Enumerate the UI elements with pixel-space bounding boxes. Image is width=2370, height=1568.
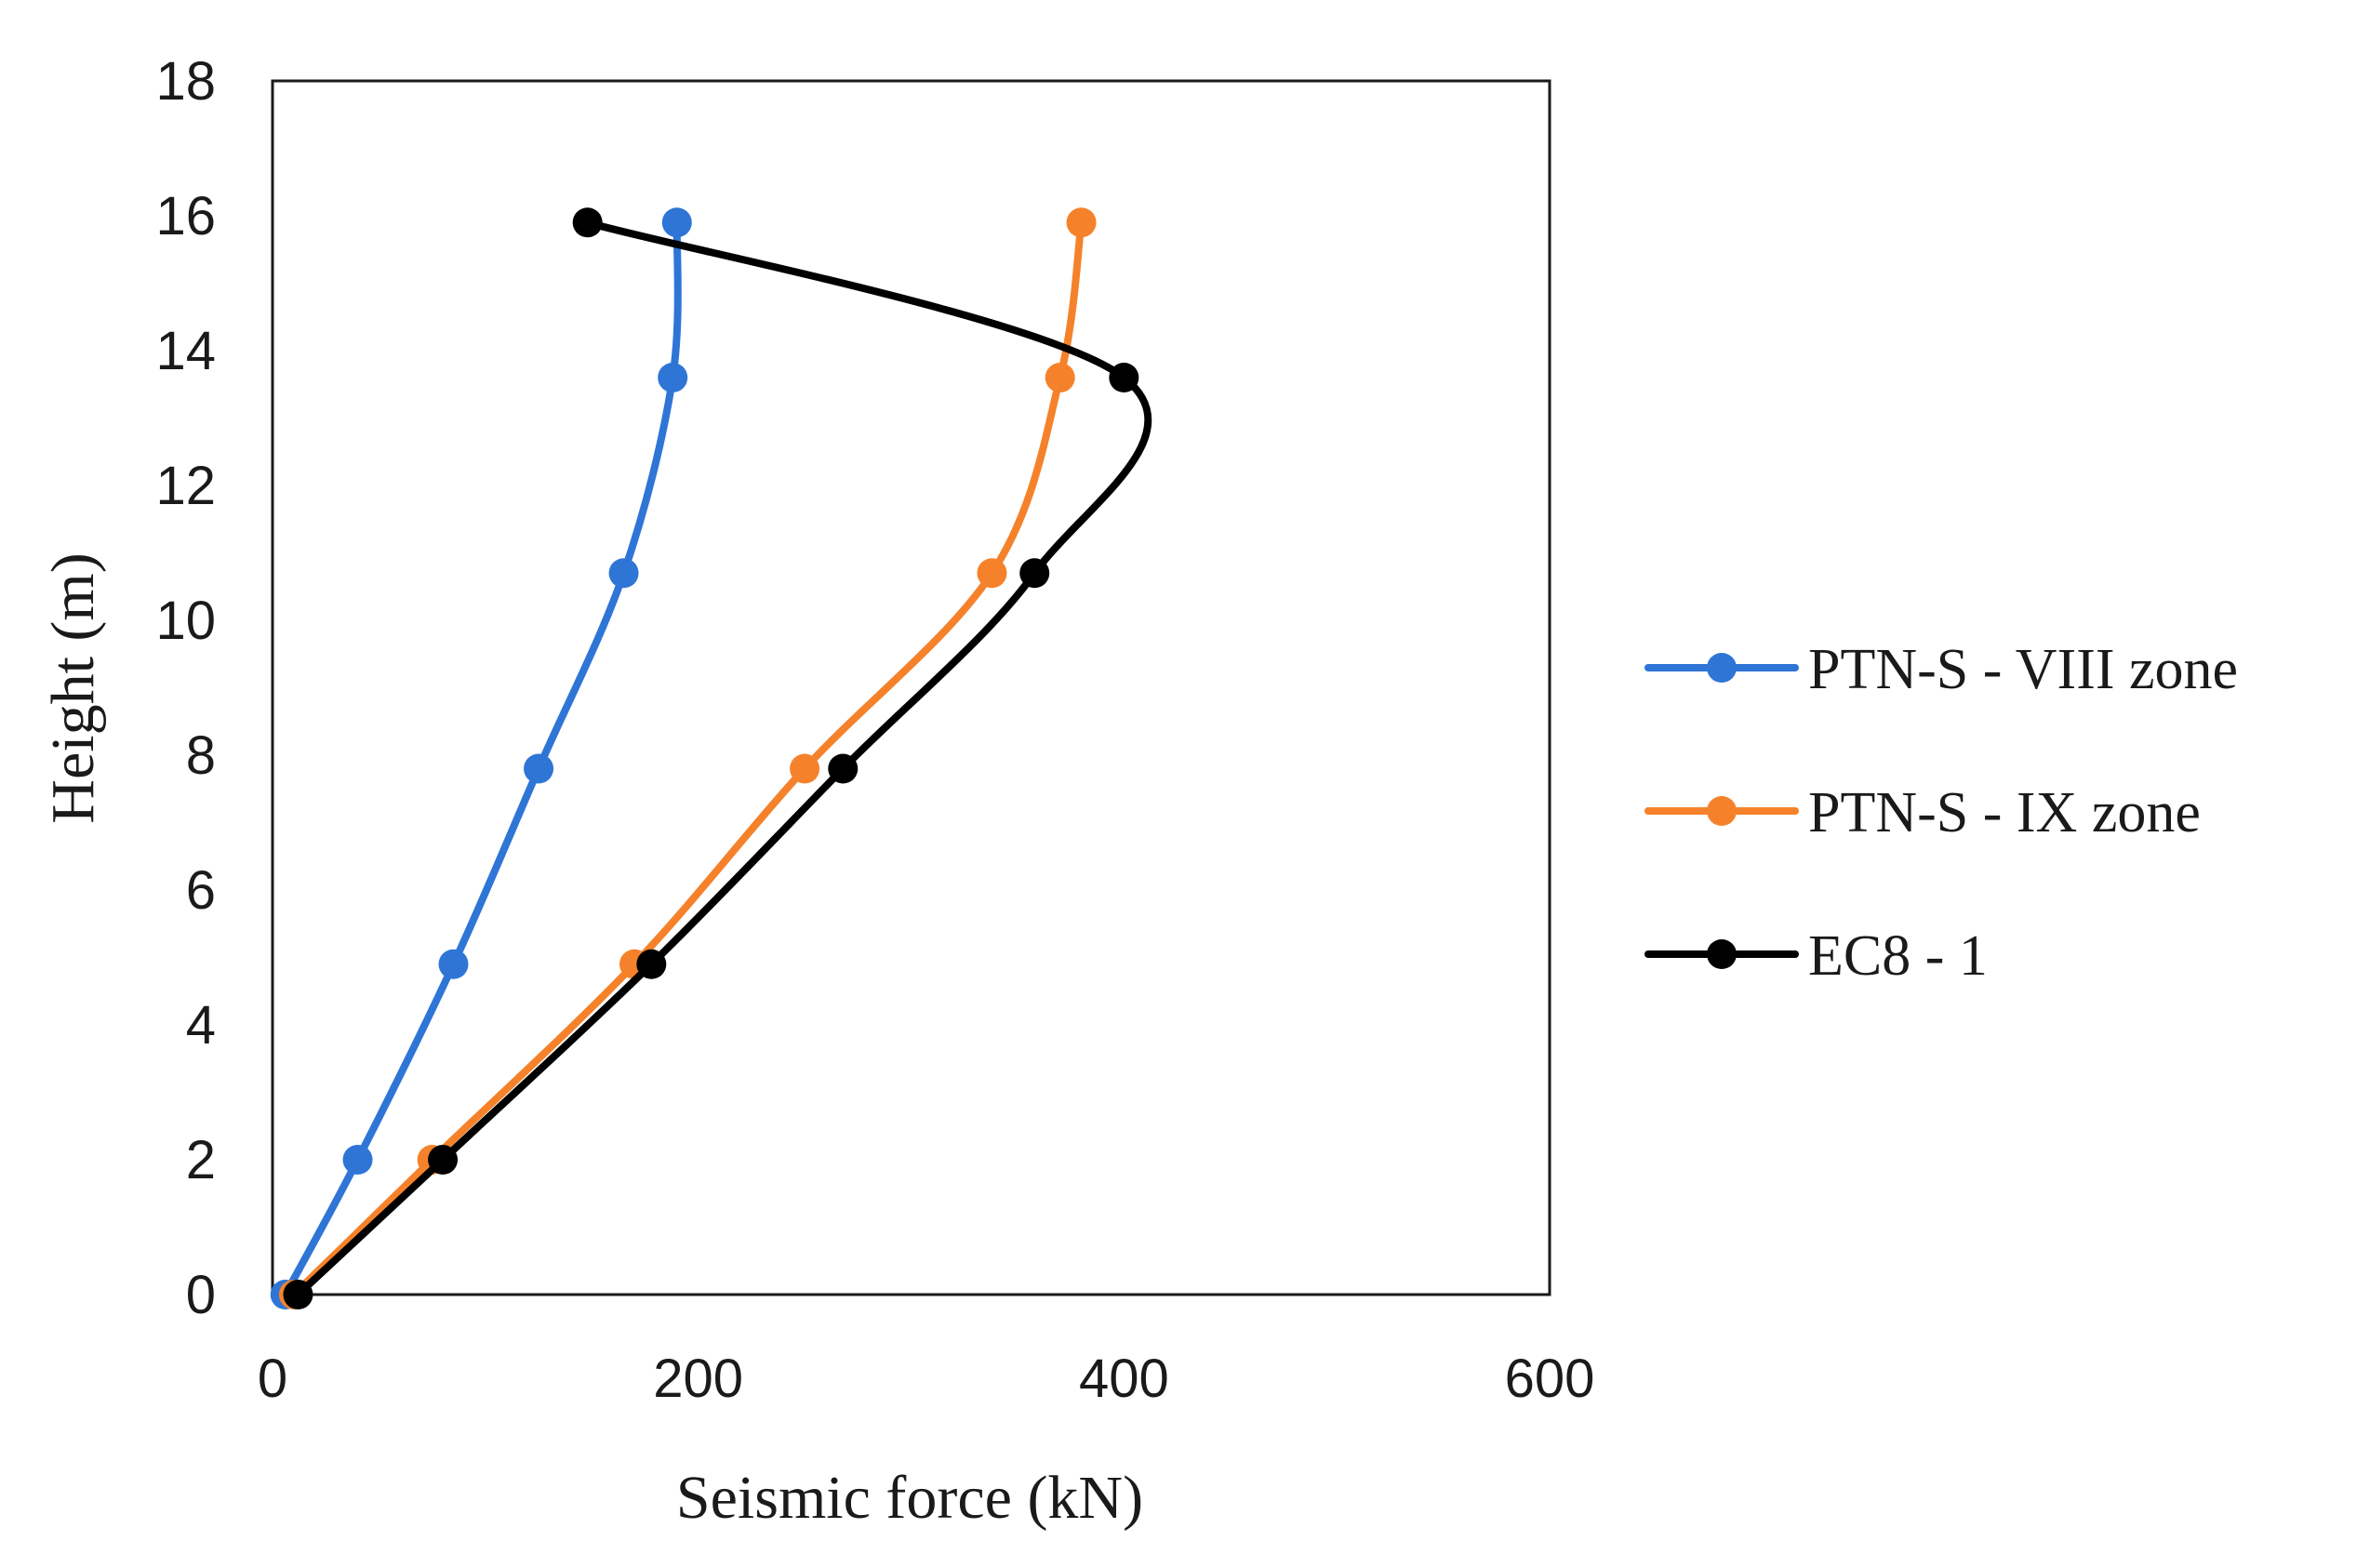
data-point — [572, 207, 603, 238]
data-point — [790, 753, 820, 784]
data-point — [828, 753, 859, 784]
data-point — [428, 1145, 459, 1175]
legend-label: EC8 - 1 — [1808, 924, 1988, 988]
plot-area — [271, 79, 1551, 1296]
data-point — [342, 1145, 373, 1175]
y-tick-label: 14 — [155, 321, 216, 381]
x-axis-ticks: 0 200 400 600 — [258, 1349, 1595, 1409]
y-tick-label: 8 — [186, 725, 216, 786]
legend-swatch-marker — [1707, 653, 1737, 683]
y-axis-ticks: 0 2 4 6 8 10 12 14 16 18 — [155, 51, 216, 1325]
data-point — [524, 753, 554, 784]
x-tick-label: 400 — [1079, 1349, 1169, 1409]
data-point — [1109, 363, 1139, 392]
data-point — [1066, 207, 1097, 238]
legend-swatch-marker — [1707, 796, 1737, 826]
series-0 — [270, 207, 692, 1309]
data-point — [438, 949, 469, 979]
data-point — [1045, 363, 1075, 392]
legend-swatch-marker — [1707, 939, 1737, 969]
data-point — [661, 207, 692, 238]
y-tick-label: 2 — [186, 1130, 216, 1190]
x-tick-label: 600 — [1505, 1349, 1595, 1409]
legend-item: PTN-S - VIII zone — [1644, 638, 2238, 701]
x-tick-label: 0 — [258, 1349, 287, 1409]
legend-label: PTN-S - VIII zone — [1808, 638, 2238, 701]
legend-item: EC8 - 1 — [1644, 924, 1988, 988]
y-tick-label: 12 — [155, 456, 216, 516]
y-axis-title: Height (m) — [39, 552, 107, 823]
y-tick-label: 18 — [155, 51, 216, 112]
y-tick-label: 16 — [155, 186, 216, 246]
legend-item: PTN-S - IX zone — [1644, 781, 2201, 844]
legend: PTN-S - VIII zone PTN-S - IX zone EC8 - 1 — [1644, 638, 2238, 988]
data-point — [1019, 558, 1050, 589]
data-point — [658, 363, 688, 392]
data-point — [636, 949, 667, 979]
y-tick-label: 0 — [186, 1265, 216, 1325]
legend-label: PTN-S - IX zone — [1808, 781, 2201, 844]
y-tick-label: 6 — [186, 860, 216, 921]
data-point — [608, 558, 639, 589]
data-series — [270, 207, 1152, 1309]
series-2 — [283, 207, 1152, 1309]
series-line — [294, 219, 1152, 1298]
data-point — [977, 558, 1007, 589]
data-point — [283, 1280, 313, 1309]
x-axis-title: Seismic force (kN) — [676, 1464, 1143, 1532]
y-tick-label: 10 — [155, 591, 216, 651]
y-tick-label: 4 — [186, 995, 216, 1056]
x-tick-label: 200 — [653, 1349, 743, 1409]
